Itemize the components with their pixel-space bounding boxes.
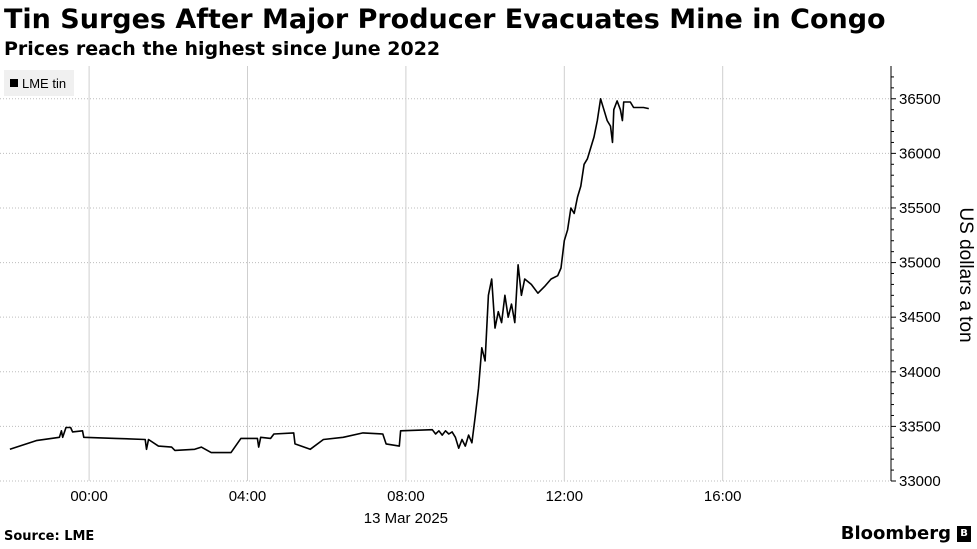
y-tick-label: 33500: [899, 418, 941, 435]
x-date-label: 13 Mar 2025: [364, 510, 448, 527]
y-tick-label: 33000: [899, 473, 941, 490]
y-tick-label: 35000: [899, 255, 941, 272]
grid: [0, 66, 891, 482]
y-tick-label: 34500: [899, 309, 941, 326]
x-axis: 00:00 04:00 08:00 12:00 16:00 13 Mar 2025: [70, 488, 741, 527]
legend-swatch: [10, 79, 18, 87]
y-tick-label: 35500: [899, 200, 941, 217]
legend: LME tin: [4, 70, 75, 96]
bloomberg-logo: Bloomberg B: [841, 523, 971, 544]
source-note: Source: LME: [4, 529, 95, 544]
logo-text: Bloomberg: [840, 523, 951, 544]
y-axis: 33000 33500 34000 34500 35000 35500 36000 36500: [890, 66, 941, 490]
legend-label: LME tin: [22, 75, 67, 91]
x-tick-label: 12:00: [546, 488, 584, 505]
x-tick-label: 16:00: [704, 488, 742, 505]
x-tick-label: 00:00: [70, 488, 108, 505]
y-axis-label: US dollars a ton: [955, 207, 976, 343]
chart-subtitle: Prices reach the highest since June 2022: [4, 38, 441, 60]
chart-title: Tin Surges After Major Producer Evacuate…: [4, 4, 886, 35]
x-tick-label: 08:00: [387, 488, 425, 505]
y-tick-label: 36000: [899, 145, 941, 162]
x-tick-label: 04:00: [229, 488, 267, 505]
y-tick-label: 36500: [899, 91, 941, 108]
series-line-lme-tin: [9, 98, 649, 454]
y-tick-label: 34000: [899, 364, 941, 381]
logo-mark-icon: B: [957, 525, 971, 542]
